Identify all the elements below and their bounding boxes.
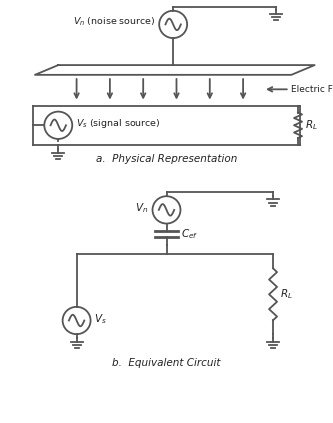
Text: $R_L$: $R_L$ [305, 118, 318, 132]
Text: $V_s$ (signal source): $V_s$ (signal source) [76, 117, 160, 130]
Text: Electric Field: Electric Field [291, 85, 333, 94]
Text: $V_n$ (noise source): $V_n$ (noise source) [73, 16, 155, 28]
Text: a.  Physical Representation: a. Physical Representation [96, 154, 237, 165]
Text: b.  Equivalent Circuit: b. Equivalent Circuit [112, 358, 221, 368]
Text: $R_L$: $R_L$ [280, 287, 293, 301]
Text: $V_n$: $V_n$ [135, 201, 149, 215]
Text: $V_s$: $V_s$ [94, 312, 107, 326]
Text: $C_{ef}$: $C_{ef}$ [181, 227, 199, 241]
